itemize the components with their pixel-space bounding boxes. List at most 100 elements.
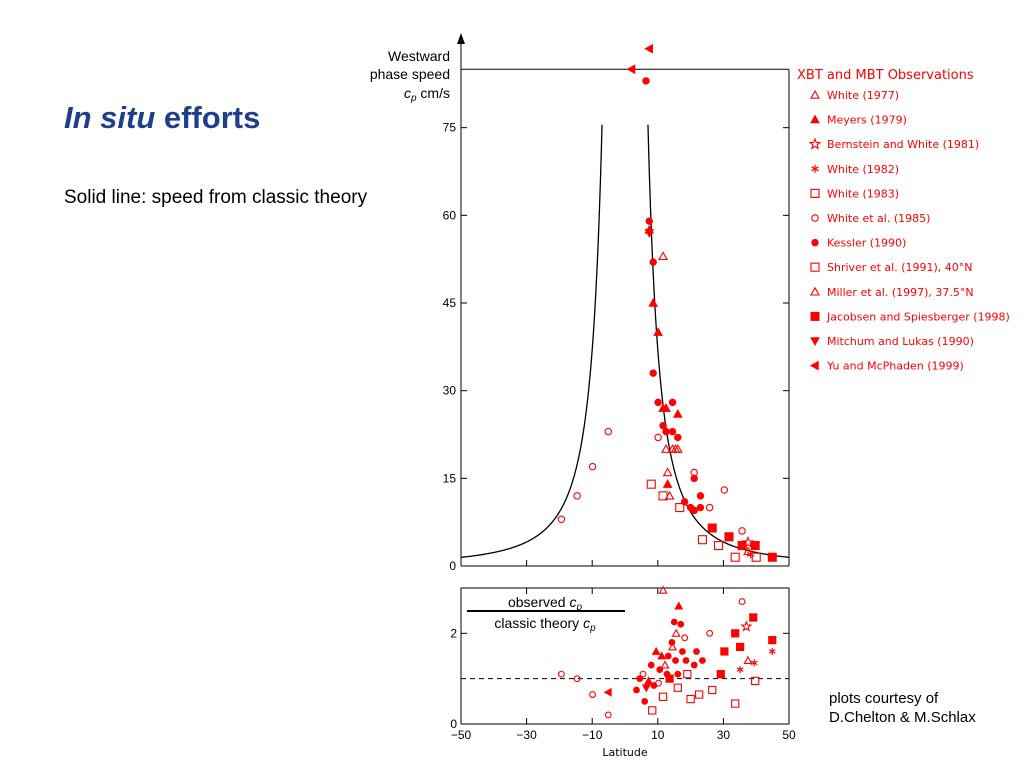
top-data-point-18 — [668, 427, 677, 436]
bottom-data-point-17-shape — [657, 651, 667, 660]
top-data-point-47-shape — [724, 532, 734, 542]
bottom-data-point-10 — [644, 676, 654, 685]
bottom-data-point-45-shape — [720, 647, 729, 656]
legend-marker-10 — [810, 337, 820, 347]
top-data-point-36 — [680, 498, 689, 506]
bottom-data-point-46 — [731, 699, 740, 708]
top-data-point-41-shape — [705, 503, 714, 512]
top-data-point-46 — [713, 540, 724, 551]
legend-label-6: Kessler (1990) — [827, 237, 906, 250]
top-data-point-40-shape — [690, 474, 698, 483]
legend-label-8: Miller et al. (1997), 37.5°N — [827, 286, 974, 299]
top-data-point-34 — [664, 490, 675, 500]
bottom-data-point-3-shape — [604, 711, 612, 719]
bottom-data-point-36-shape — [683, 669, 692, 679]
bottom-data-point-26 — [670, 618, 678, 626]
legend-label-1: Meyers (1979) — [827, 114, 907, 127]
top-data-point-0-shape — [644, 43, 653, 54]
top-data-point-8 — [648, 297, 659, 307]
legend-marker-1 — [810, 114, 820, 124]
top-data-point-32 — [646, 479, 656, 489]
bottom-data-point-41-shape — [699, 657, 706, 664]
legend-marker-7-shape — [810, 262, 820, 272]
top-y-axis-arrowhead — [457, 33, 465, 44]
slide-title-rest: efforts — [155, 100, 261, 135]
top-data-point-24-shape — [672, 443, 683, 453]
top-data-point-45 — [697, 535, 707, 545]
bottom-data-point-40-shape — [694, 690, 704, 699]
top-data-point-55 — [751, 552, 761, 562]
top-data-point-28 — [557, 515, 566, 523]
top-data-point-39 — [696, 503, 705, 512]
bottom-data-point-47-shape — [731, 629, 740, 638]
top-data-point-42 — [720, 486, 729, 494]
bottom-data-point-25 — [668, 642, 678, 651]
top-data-point-7-shape — [658, 251, 668, 260]
bottom-data-point-20-shape — [660, 660, 670, 669]
bottom-data-point-54-stroke — [750, 660, 758, 666]
observations-legend: XBT and MBT Observations White (1977) Meye… — [797, 68, 1010, 373]
top-data-point-17 — [662, 427, 670, 436]
top-data-point-45-shape — [697, 535, 707, 545]
bottom-data-point-8 — [641, 697, 649, 705]
top-data-point-5-shape — [644, 229, 655, 238]
legend-title: XBT and MBT Observations — [797, 68, 974, 83]
top-data-point-24 — [672, 443, 683, 453]
top-data-point-20-shape — [654, 433, 662, 442]
bottom-data-point-0 — [557, 670, 565, 678]
bottom-data-point-8-shape — [641, 697, 649, 705]
bottom-data-point-31 — [674, 601, 684, 610]
legend-marker-8 — [810, 286, 820, 296]
top-data-point-47 — [724, 532, 734, 542]
bottom-data-point-30-shape — [673, 683, 682, 692]
bottom-data-point-52 — [743, 655, 753, 664]
bottom-data-point-18 — [658, 692, 668, 701]
top-data-point-43-shape — [696, 492, 705, 500]
top-data-point-14 — [668, 398, 677, 407]
bottom-data-point-38 — [690, 661, 698, 669]
bottom-ytick-label-0: 0 — [450, 717, 457, 731]
legend-marker-2-shape — [808, 137, 822, 150]
top-data-point-31-shape — [662, 479, 673, 488]
bottom-xtick-label-10: 10 — [651, 728, 665, 742]
legend-label-9: Jacobsen and Spiesberger (1998) — [826, 310, 1010, 323]
bottom-data-point-36 — [683, 669, 692, 679]
top-data-point-46-shape — [713, 540, 724, 551]
top-data-point-10 — [649, 369, 657, 377]
top-data-point-3-shape — [645, 217, 653, 225]
top-data-point-21 — [661, 443, 671, 453]
bottom-data-point-48 — [736, 642, 745, 652]
bottom-data-point-12 — [648, 706, 657, 715]
bottom-data-point-20 — [660, 660, 670, 669]
bottom-data-point-44-shape — [716, 670, 725, 679]
bottom-data-point-23-shape — [665, 674, 674, 683]
top-ytick-label-75: 75 — [443, 121, 457, 135]
bottom-data-point-51-shape — [740, 620, 753, 632]
bottom-data-point-56 — [768, 636, 777, 645]
bottom-data-point-49-stroke — [736, 667, 744, 672]
top-data-point-38 — [690, 506, 698, 515]
bottom-data-point-50 — [738, 598, 746, 606]
top-data-point-2-shape — [642, 77, 650, 85]
slide-title-italic: In situ — [64, 100, 156, 135]
bottom-data-point-41 — [699, 657, 706, 664]
top-data-point-38-shape — [690, 506, 698, 515]
top-data-point-6 — [649, 258, 657, 266]
legend-marker-2 — [808, 137, 822, 150]
top-data-point-35 — [675, 503, 685, 513]
top-data-point-19-shape — [674, 433, 682, 442]
top-ytick-label-30: 30 — [443, 384, 457, 398]
top-data-point-13-shape — [661, 403, 671, 412]
top-data-point-44 — [707, 523, 717, 533]
bottom-data-point-50-shape — [738, 598, 746, 606]
top-data-point-20 — [654, 433, 662, 442]
bottom-data-point-53-shape — [749, 613, 758, 622]
bottom-data-point-57 — [768, 647, 776, 656]
legend-marker-3-stroke — [811, 166, 819, 172]
bottom-data-point-2-shape — [589, 691, 596, 698]
bottom-data-point-39 — [693, 648, 700, 655]
legend-label-5: White et al. (1985) — [827, 212, 930, 225]
top-data-point-51-shape — [741, 535, 755, 549]
top-data-point-56-shape — [767, 552, 777, 562]
bottom-data-point-33 — [679, 648, 686, 655]
